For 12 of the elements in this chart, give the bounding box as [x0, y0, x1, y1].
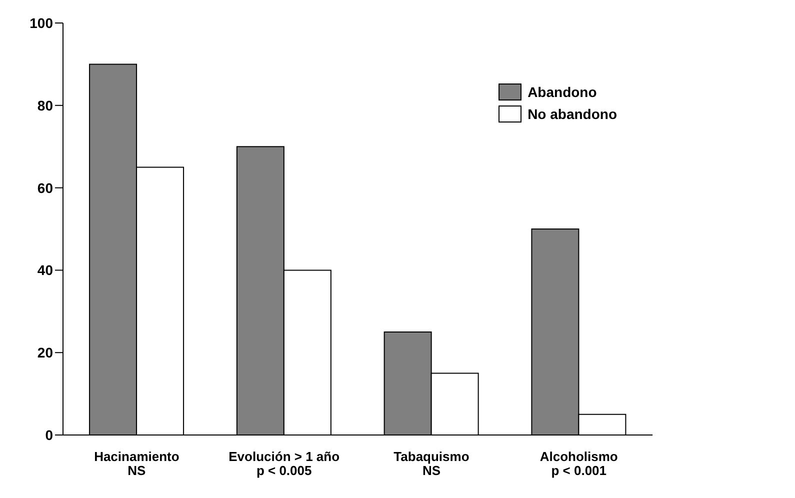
legend-label: No abandono	[528, 106, 617, 122]
y-tick-label: 60	[37, 180, 54, 196]
x-tick-label: Alcoholismo p < 0.001	[540, 449, 618, 478]
x-tick-label: Hacinamiento NS	[94, 449, 180, 478]
x-tick-label: Evolución > 1 año p < 0.005	[228, 449, 340, 478]
y-tick-label: 40	[37, 262, 54, 278]
y-tick-label: 100	[30, 14, 54, 31]
y-tick-label: 80	[37, 97, 54, 114]
y-tick-label: 0	[45, 426, 54, 443]
legend-label: Abandono	[528, 84, 597, 100]
y-tick-label: 20	[37, 344, 54, 361]
x-tick-label: Tabaquismo NS	[394, 449, 470, 478]
